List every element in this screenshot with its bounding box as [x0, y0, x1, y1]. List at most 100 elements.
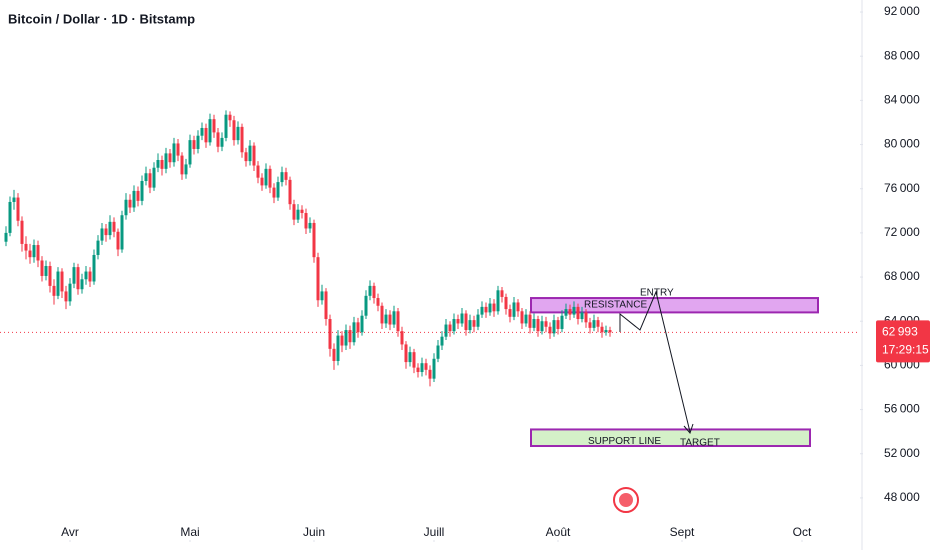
candle-body: [440, 336, 444, 346]
candle-body: [164, 153, 168, 169]
candle-body: [304, 213, 308, 229]
candle-body: [100, 228, 104, 241]
candle-body: [84, 271, 88, 280]
candle-body: [212, 119, 216, 133]
candle-body: [252, 145, 256, 166]
candle-body: [400, 331, 404, 345]
arrow-head: [683, 423, 694, 434]
candle-body: [108, 221, 112, 236]
candle-body: [380, 305, 384, 324]
candle-body: [180, 155, 184, 175]
candle-body: [420, 363, 424, 373]
y-tick-label: 72 000: [884, 225, 920, 239]
candle-body: [576, 306, 580, 320]
candle-body: [552, 320, 556, 334]
y-tick-label: 76 000: [884, 181, 920, 195]
candle-body: [340, 335, 344, 346]
candle-body: [184, 164, 188, 175]
candle-body: [168, 153, 172, 163]
zone-label: SUPPORT LINE: [588, 436, 661, 447]
candle-body: [272, 187, 276, 198]
candle-body: [372, 285, 376, 299]
candle-body: [116, 231, 120, 250]
candle-body: [296, 209, 300, 220]
candle-body: [492, 303, 496, 312]
candle-body: [156, 160, 160, 168]
candle-body: [148, 173, 152, 188]
x-tick-label: Août: [546, 525, 571, 539]
candle-body: [364, 295, 368, 316]
candle-body: [172, 143, 176, 163]
zone: [530, 428, 811, 448]
y-tick-label: 80 000: [884, 137, 920, 151]
candle-body: [224, 114, 228, 138]
candle-body: [268, 168, 272, 188]
candle-body: [52, 285, 56, 296]
candle-body: [160, 160, 164, 169]
candle-body: [592, 320, 596, 328]
candle-body: [136, 190, 140, 201]
candle-body: [412, 352, 416, 368]
candle-body: [152, 167, 156, 188]
candle-body: [320, 291, 324, 301]
candles: [4, 110, 612, 387]
candle-body: [96, 240, 100, 255]
candle-body: [460, 313, 464, 324]
candle-body: [392, 311, 396, 325]
candle-body: [360, 315, 364, 333]
candle-body: [284, 172, 288, 180]
path-arrow: [619, 290, 691, 433]
candle-body: [128, 199, 132, 208]
candle-body: [264, 168, 268, 186]
candle-body: [8, 201, 12, 233]
y-tick-label: 88 000: [884, 48, 920, 62]
x-tick-label: Avr: [61, 525, 79, 539]
x-tick-label: Juin: [303, 525, 325, 539]
candle-body: [528, 314, 532, 328]
candle-body: [196, 135, 200, 149]
candle-body: [484, 306, 488, 313]
y-tick-label: 68 000: [884, 269, 920, 283]
candle-body: [200, 127, 204, 136]
candle-body: [256, 165, 260, 178]
candle-body: [404, 344, 408, 363]
candle-body: [220, 137, 224, 147]
candle-body: [476, 314, 480, 327]
countdown-label: 17:29:15: [882, 343, 929, 357]
candle-body: [600, 326, 604, 333]
zone-label: RESISTANCE: [584, 300, 647, 311]
y-tick-label: 84 000: [884, 93, 920, 107]
candle-body: [428, 369, 432, 379]
candle-body: [532, 319, 536, 328]
candle-body: [204, 127, 208, 143]
candle-body: [92, 254, 96, 282]
logo: [613, 487, 639, 513]
target-label: TARGET: [680, 438, 720, 449]
x-tick-label: Sept: [670, 525, 695, 539]
candle-body: [32, 245, 36, 258]
zones: RESISTANCE SUPPORT LINE: [530, 297, 819, 448]
candle-body: [112, 221, 116, 232]
y-tick-label: 52 000: [884, 446, 920, 460]
candle-body: [560, 315, 564, 329]
candle-body: [208, 119, 212, 143]
candle-body: [24, 243, 28, 251]
candle-body: [508, 309, 512, 317]
zone: [530, 297, 819, 314]
y-tick-label: 92 000: [884, 4, 920, 18]
candle-body: [472, 320, 476, 327]
candle-body: [544, 321, 548, 327]
y-tick-label: 48 000: [884, 490, 920, 504]
candle-body: [352, 322, 356, 343]
candle-body: [548, 326, 552, 334]
candle-body: [328, 319, 332, 349]
candle-body: [488, 303, 492, 313]
candle-body: [36, 245, 40, 261]
candle-body: [88, 271, 92, 282]
candle-body: [396, 311, 400, 332]
candle-body: [388, 314, 392, 325]
x-tick-label: Oct: [793, 525, 812, 539]
candle-body: [540, 321, 544, 332]
